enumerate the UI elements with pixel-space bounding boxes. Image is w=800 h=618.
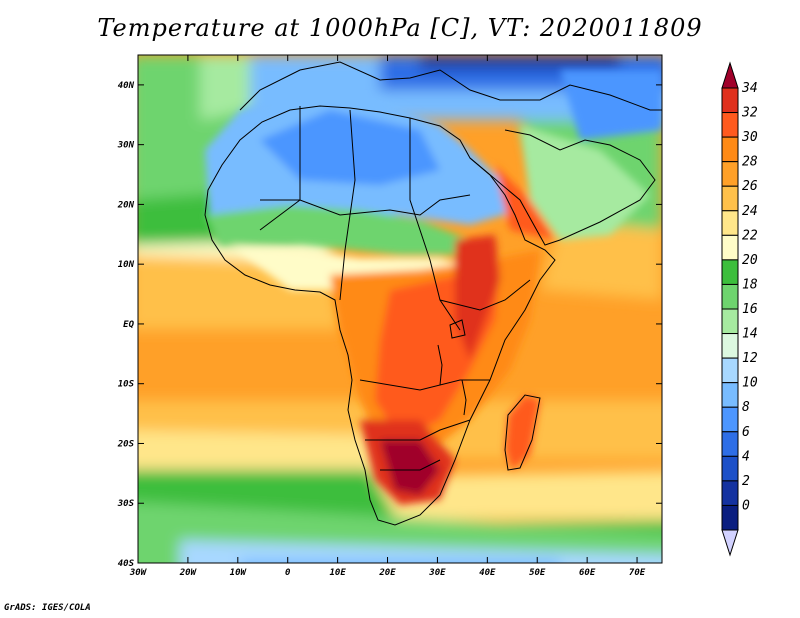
field-middle-east: [560, 70, 662, 140]
y-tick-label: 40S: [118, 559, 135, 569]
colorbar-box: [721, 455, 739, 482]
x-tick-label: 10W: [230, 568, 248, 578]
lake-tanganyika: [437, 344, 443, 386]
x-tick-label: 60E: [579, 568, 596, 578]
colorbar-box: [721, 406, 739, 433]
colorbar-label: 28: [742, 155, 758, 170]
colorbar-box: [721, 136, 739, 163]
colorbar-box: [721, 480, 739, 506]
europe-coast: [239, 61, 662, 111]
y-axis: 40N 30N 20N 10N EQ 10S 20S 30S 40S: [117, 81, 662, 569]
colorbar-box: [721, 308, 739, 335]
colorbar-box: [721, 185, 739, 212]
y-tick-label: 40N: [118, 81, 135, 91]
chart-title: Temperature at 1000hPa [C], VT: 20200118…: [97, 14, 703, 42]
colorbar-label: 34: [741, 81, 758, 96]
x-tick-label: 50E: [529, 568, 546, 578]
field-indian-26: [540, 220, 662, 300]
field-madagascar: [505, 395, 540, 470]
field-land-horn-30: [495, 165, 555, 240]
colorbar-box: [721, 87, 739, 114]
x-tick-label: 0: [285, 568, 291, 578]
y-tick-label: 20N: [117, 200, 135, 210]
x-tick-label: 30W: [129, 568, 148, 578]
x-tick-label: 10E: [329, 568, 346, 578]
colorbar-box: [721, 382, 739, 408]
colorbar-label: 14: [742, 327, 758, 342]
madagascar-outline: [504, 394, 541, 471]
field-land-south-34: [380, 440, 440, 495]
colorbar-box: [721, 161, 739, 187]
lake-malawi: [461, 379, 467, 416]
field-north-2: [420, 55, 620, 69]
field-land-core-32: [455, 235, 500, 360]
colorbar-box: [721, 210, 739, 236]
x-tick-label: 20W: [179, 568, 198, 578]
x-tick-label: 20E: [378, 568, 396, 578]
colorbar-label: 2: [742, 474, 750, 489]
colorbar-label: 0: [742, 498, 750, 513]
colorbar-arrow-high: [721, 61, 739, 89]
colorbar-label: 18: [742, 277, 758, 292]
border-2: [339, 109, 356, 301]
temperature-field: [138, 55, 662, 563]
field-land-sahel-18: [205, 205, 470, 255]
colorbar-arrow-low: [721, 529, 739, 557]
credit-label: GrADS: IGES/COLA: [4, 603, 91, 613]
border-7: [380, 459, 441, 471]
colorbar-box: [721, 234, 739, 261]
colorbar-label: 26: [742, 179, 758, 194]
x-tick-label: 30E: [428, 568, 446, 578]
border-4: [259, 106, 301, 231]
colorbar-label: 24: [742, 204, 758, 219]
y-tick-label: 10N: [118, 260, 135, 270]
border-3: [409, 118, 461, 331]
y-tick-label: 30N: [117, 141, 135, 151]
colorbar-box: [721, 333, 739, 359]
colorbar-label: 16: [742, 302, 758, 317]
field-south-12: [240, 560, 560, 563]
field-arabia-land: [520, 125, 650, 240]
colorbar-box: [721, 504, 739, 531]
colorbar-box: [721, 112, 739, 138]
africa-outline: [204, 105, 556, 526]
coastlines: [204, 61, 662, 526]
arabia-outline: [469, 129, 656, 246]
colorbar-label: 32: [741, 106, 758, 121]
x-tick-label: 70E: [629, 568, 646, 578]
colorbar-label: 30: [741, 130, 758, 145]
colorbar-label: 22: [742, 228, 758, 243]
colorbar-label: 6: [742, 425, 750, 440]
x-axis: 30W 20W 10W 0 10E 20E 30E 40E 50E 60E 70E: [129, 55, 646, 578]
colorbar-label: 12: [742, 351, 758, 366]
y-tick-label: 20S: [117, 439, 135, 449]
border-8: [439, 279, 531, 311]
colorbar-box: [721, 283, 739, 310]
y-tick-label: EQ: [123, 320, 134, 330]
colorbar-box: [721, 357, 739, 384]
x-tick-label: 40E: [479, 568, 496, 578]
colorbar-box: [721, 259, 739, 285]
colorbar-label: 10: [742, 376, 758, 391]
y-tick-label: 10S: [118, 380, 135, 390]
y-tick-label: 30S: [117, 499, 135, 509]
colorbar-label: 20: [742, 253, 758, 268]
field-south-14: [180, 540, 662, 563]
field-land-sahara-12: [260, 110, 440, 185]
colorbar-label: 8: [742, 400, 750, 415]
lake-victoria: [449, 319, 466, 339]
colorbar-box: [721, 431, 739, 457]
map-frame: [137, 54, 663, 564]
border-6: [365, 419, 471, 441]
colorbar-label: 4: [742, 449, 750, 464]
